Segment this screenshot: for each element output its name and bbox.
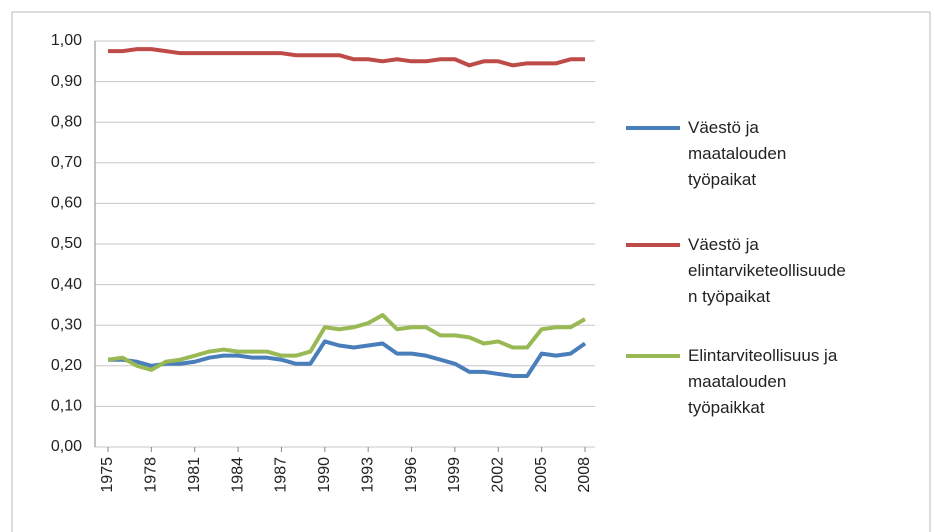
y-tick-label: 0,20 [51, 357, 82, 374]
x-tick-label: 1987 [273, 457, 290, 493]
y-tick-label: 0,10 [51, 398, 82, 415]
x-tick-label: 2005 [533, 457, 550, 493]
legend-label: Väestö ja maatalouden työpaikat [688, 118, 787, 189]
y-tick-label: 1,00 [51, 32, 82, 49]
y-tick-label: 0,70 [51, 154, 82, 171]
legend-label: Väestö ja elintarviketeollisuuden työpai… [688, 235, 846, 306]
y-tick-label: 0,50 [51, 235, 82, 252]
x-tick-label: 1993 [359, 457, 376, 493]
x-tick-label: 1996 [403, 457, 420, 493]
y-tick-label: 0,80 [51, 113, 82, 130]
x-tick-label: 2002 [489, 457, 506, 493]
line [107, 313, 586, 372]
line [108, 47, 585, 68]
x-tick-label: 1975 [99, 457, 116, 493]
y-tick-label: 0,40 [51, 276, 82, 293]
legend-label: Elintarviteollisuus ja maatalouden työpa… [688, 346, 838, 417]
x-tick-label: 1999 [446, 457, 463, 493]
x-tick-label: 1984 [229, 457, 246, 493]
line [108, 339, 587, 378]
x-tick-label: 1978 [143, 457, 160, 493]
y-tick-label: 0,00 [51, 438, 82, 455]
y-tick-label: 0,30 [51, 316, 82, 333]
x-tick-label: 2008 [576, 457, 593, 493]
y-tick-label: 0,60 [51, 195, 82, 212]
y-tick-label: 0,90 [51, 73, 82, 90]
x-tick-label: 1990 [316, 457, 333, 493]
x-tick-label: 1981 [186, 457, 203, 493]
chart-border [11, 11, 931, 532]
